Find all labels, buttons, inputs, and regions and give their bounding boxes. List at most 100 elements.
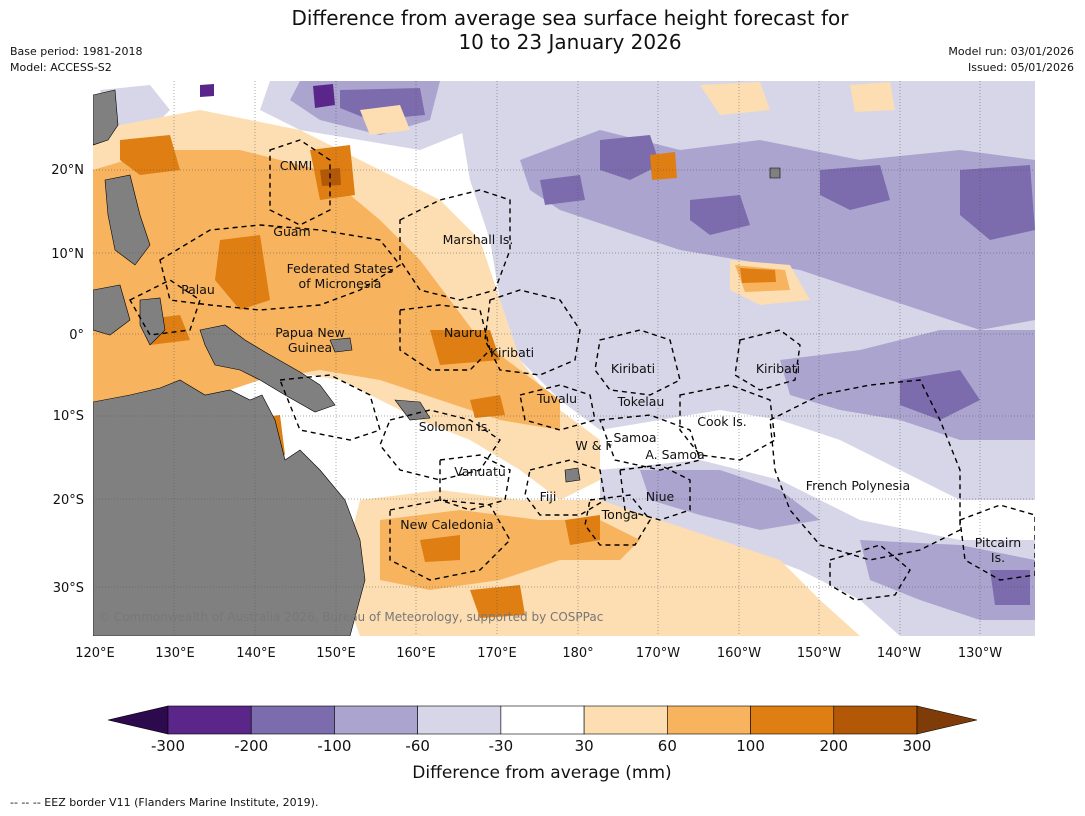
borneo-landmass: [93, 284, 131, 336]
label-wallis-futuna: W & F: [575, 438, 612, 453]
label-kiribati-west: Kiribati: [490, 345, 534, 360]
gridlines: [93, 81, 1035, 636]
colorbar-swatch: [334, 705, 418, 735]
label-png-1: Papua New: [275, 325, 344, 340]
colorbar-swatch: [167, 705, 252, 735]
lon-label: 150°E: [316, 646, 356, 661]
eez-footnote: -- -- -- EEZ border V11 (Flanders Marine…: [10, 796, 319, 809]
colorbar-tick-label: 100: [736, 737, 765, 755]
eez-borders: [129, 139, 1035, 601]
label-nauru: Nauru: [444, 325, 482, 340]
copyright-text: © Commonwealth of Australia 2026, Bureau…: [98, 610, 603, 624]
title-line-2: 10 to 23 January 2026: [458, 30, 682, 54]
colorbar-swatch: [250, 705, 335, 735]
label-solomon: Solomon Is.: [419, 419, 492, 434]
colorbar-extend-low: [107, 705, 169, 735]
colorbar-tick-label: 300: [903, 737, 932, 755]
colorbar-tick-label: -30: [489, 737, 514, 755]
label-pitcairn-2: Is.: [991, 550, 1005, 565]
colorbar-tick-label: -200: [234, 737, 268, 755]
base-period: Base period: 1981-2018: [10, 45, 143, 58]
colorbar-tick-label: -100: [317, 737, 351, 755]
label-kiribati-east: Kiribati: [756, 361, 800, 376]
colorbar-swatch: [833, 705, 918, 735]
place-labels: CNMI Guam Marshall Is. Federated States …: [181, 158, 1021, 565]
colorbar-swatch: [583, 705, 668, 735]
philippines-landmass: [104, 174, 151, 266]
label-marshall: Marshall Is.: [443, 232, 514, 247]
issued-date: Issued: 05/01/2026: [967, 61, 1074, 74]
label-tokelau: Tokelau: [617, 394, 665, 409]
lon-label: 160°W: [717, 646, 761, 661]
colorbar-tick-label: 200: [819, 737, 848, 755]
lat-label: 30°S: [53, 581, 84, 596]
land-masses: [93, 89, 781, 636]
label-kiribati-central: Kiribati: [611, 361, 655, 376]
label-fsm-2: of Micronesia: [299, 276, 382, 291]
lon-label: 120°E: [75, 646, 115, 661]
label-fsm-1: Federated States: [287, 261, 394, 276]
sulawesi-landmass: [139, 297, 166, 346]
new-guinea-landmass: [199, 324, 336, 413]
colorbar-tick-label: 30: [575, 737, 594, 755]
label-guam: Guam: [273, 224, 310, 239]
lon-label: 180°: [562, 646, 593, 661]
lat-label: 0°: [69, 328, 84, 343]
map-figure: CNMI Guam Marshall Is. Federated States …: [51, 81, 1035, 783]
colorbar: -300 -200 -100 -60 -30 30 60 100 200 300 Differen…: [107, 705, 978, 783]
title-line-1: Difference from average sea surface heig…: [291, 6, 849, 30]
lon-label: 140°E: [236, 646, 276, 661]
label-cook: Cook Is.: [697, 414, 746, 429]
meta-left: Base period: 1981-2018 Model: ACCESS-S2: [10, 44, 142, 76]
colorbar-tick-label: -60: [405, 737, 430, 755]
label-cnmi: CNMI: [280, 158, 313, 173]
lon-label: 170°E: [477, 646, 517, 661]
model-run: Model run: 03/01/2026: [948, 45, 1074, 58]
taiwan-landmass: [93, 89, 119, 146]
label-niue: Niue: [646, 489, 675, 504]
colorbar-tick-label: -300: [151, 737, 185, 755]
label-pitcairn-1: Pitcairn: [975, 535, 1021, 550]
label-fiji: Fiji: [540, 489, 557, 504]
label-american-samoa: A. Samoa: [645, 447, 704, 462]
colorbar-swatches: [167, 705, 918, 735]
label-palau: Palau: [181, 282, 215, 297]
lon-label: 160°E: [396, 646, 436, 661]
lat-label: 10°N: [51, 247, 84, 262]
lon-label: 150°W: [797, 646, 841, 661]
label-tonga: Tonga: [601, 507, 639, 522]
colorbar-swatch: [667, 705, 751, 735]
hawaii-landmass: [769, 167, 781, 179]
solomon-landmass: [394, 399, 431, 421]
label-tuvalu: Tuvalu: [536, 391, 577, 406]
lon-label: 140°W: [877, 646, 921, 661]
new-britain-landmass: [329, 337, 353, 353]
lat-label: 20°S: [53, 493, 84, 508]
lon-label: 170°W: [636, 646, 680, 661]
label-png-2: Guinea: [288, 340, 332, 355]
colorbar-extend-high: [916, 705, 978, 735]
fiji-landmass: [564, 467, 581, 483]
map-area: CNMI Guam Marshall Is. Federated States …: [93, 81, 1035, 636]
lon-label: 130°E: [155, 646, 195, 661]
colorbar-tick-labels: -300 -200 -100 -60 -30 30 60 100 200 300: [151, 737, 931, 755]
anomaly-purple-dark: [340, 88, 1035, 605]
lat-axis: 20°N 10°N 0° 10°S 20°S 30°S: [51, 163, 84, 596]
meta-right: Model run: 03/01/2026 Issued: 05/01/2026: [948, 44, 1074, 76]
colorbar-tick-label: 60: [658, 737, 677, 755]
colorbar-swatch: [417, 705, 502, 735]
lon-label: 130°W: [958, 646, 1002, 661]
label-new-caledonia: New Caledonia: [400, 517, 493, 532]
australia-landmass: [93, 379, 366, 636]
lat-label: 20°N: [51, 163, 84, 178]
model-name: Model: ACCESS-S2: [10, 61, 112, 74]
label-french-polynesia: French Polynesia: [806, 478, 910, 493]
colorbar-title: Difference from average (mm): [412, 763, 671, 783]
label-vanuatu: Vanuatu: [454, 464, 506, 479]
colorbar-swatch: [500, 705, 585, 735]
label-samoa: Samoa: [613, 430, 656, 445]
lat-label: 10°S: [53, 409, 84, 424]
lon-axis: 120°E 130°E 140°E 150°E 160°E 170°E 180°…: [75, 646, 1002, 661]
chart-title: Difference from average sea surface heig…: [0, 6, 1085, 54]
colorbar-swatch: [750, 705, 835, 735]
